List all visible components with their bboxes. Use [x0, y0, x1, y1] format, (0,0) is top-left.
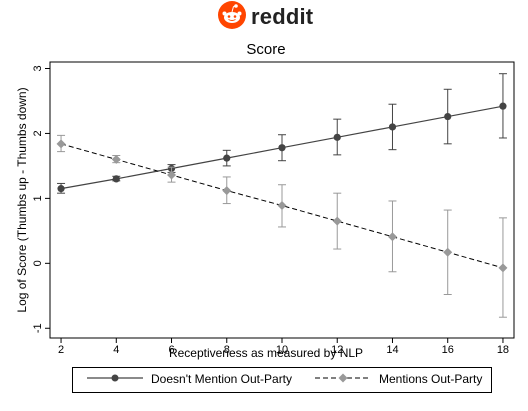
x-tick-label: 14 [386, 344, 398, 356]
series-mentions [56, 134, 508, 318]
data-point [388, 123, 397, 131]
data-point [57, 185, 65, 193]
y-tick-label: 0 [32, 260, 44, 266]
data-point [444, 112, 452, 121]
y-axis: -1 0 1 2 3 [32, 65, 50, 333]
x-axis: 2 4 6 8 10 12 14 16 18 [58, 338, 509, 356]
data-point [443, 247, 453, 257]
legend-label-mentions: Mentions Out-Party [379, 372, 483, 386]
y-axis-label: Log of Score (Thumbs up - Thumbs down) [15, 87, 29, 312]
y-tick-label: 3 [32, 65, 44, 71]
data-point [278, 144, 286, 152]
legend-swatch-mentions [315, 373, 371, 383]
chart-title: Score [246, 41, 285, 58]
y-tick-label: 2 [32, 130, 44, 136]
y-tick-label: 1 [32, 195, 44, 201]
series-doesnt-mention [57, 73, 507, 194]
data-point [498, 263, 508, 273]
reddit-alien-icon [218, 1, 246, 29]
data-point [333, 133, 341, 141]
reddit-wordmark: reddit [251, 4, 314, 29]
x-axis-label: Receptiveness as measured by NLP [169, 346, 363, 360]
data-point [167, 170, 177, 180]
x-tick-label: 10 [276, 344, 288, 356]
x-tick-label: 16 [442, 344, 454, 356]
data-point [223, 154, 231, 162]
x-tick-label: 18 [497, 344, 509, 356]
x-tick-label: 6 [168, 344, 174, 356]
x-tick-label: 4 [113, 344, 119, 356]
legend-label-doesnt-mention: Doesn't Mention Out-Party [151, 372, 293, 386]
data-point [111, 154, 121, 164]
data-point [56, 139, 66, 149]
series-line [60, 143, 504, 269]
data-point [277, 201, 287, 211]
legend: Doesn't Mention Out-Party Mentions Out-P… [72, 367, 492, 393]
reddit-logo: reddit [217, 0, 317, 32]
data-point [332, 216, 342, 226]
x-tick-label: 8 [224, 344, 230, 356]
x-tick-label: 2 [58, 344, 64, 356]
series-layer [56, 73, 508, 318]
data-point [387, 232, 397, 242]
y-tick-label: -1 [32, 323, 44, 333]
legend-swatch-doesnt-mention [87, 374, 143, 382]
data-point [499, 102, 507, 110]
data-point [112, 175, 120, 183]
x-tick-label: 12 [331, 344, 343, 356]
data-point [222, 186, 232, 196]
